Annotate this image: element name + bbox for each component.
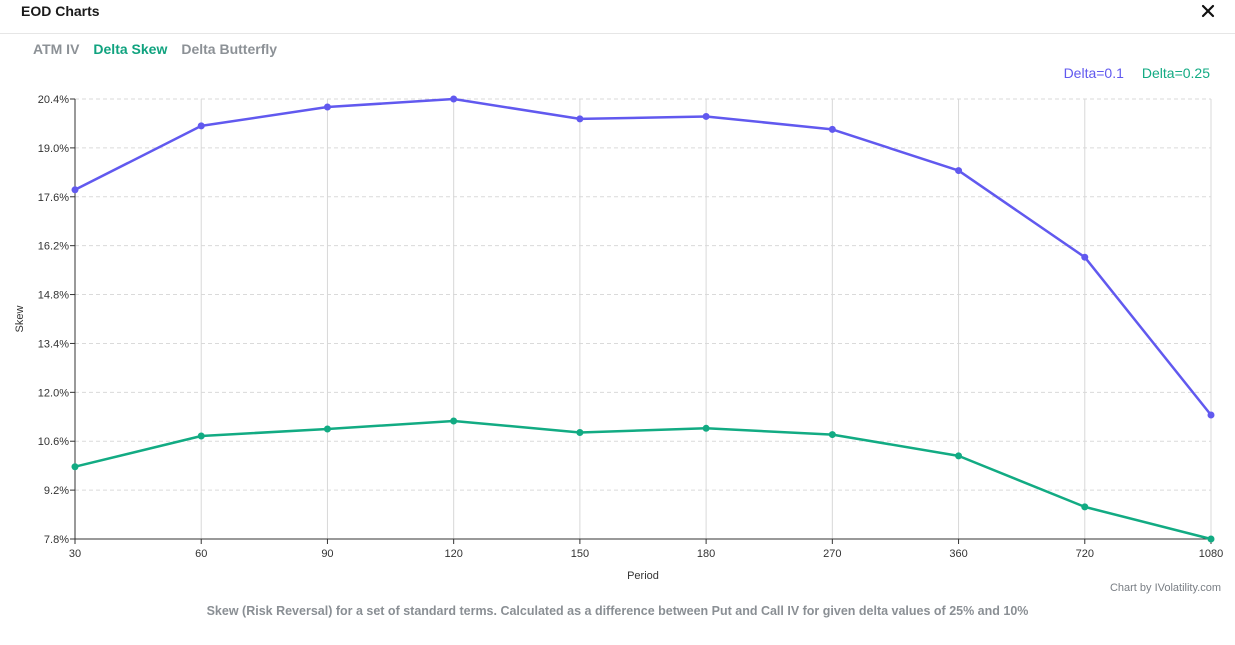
tab-atm-iv[interactable]: ATM IV — [33, 41, 80, 57]
y-tick-label: 14.8% — [38, 290, 69, 302]
data-point-delta-0-1 — [702, 112, 710, 120]
x-tick-label: 120 — [444, 548, 462, 560]
data-point-delta-0-25 — [1207, 535, 1215, 543]
dialog-header: EOD Charts — [0, 0, 1235, 34]
data-point-delta-0-1 — [828, 125, 836, 133]
x-tick-label: 30 — [69, 548, 81, 560]
y-tick-label: 19.0% — [38, 143, 69, 155]
data-point-delta-0-25 — [955, 452, 963, 460]
tab-delta-butterfly[interactable]: Delta Butterfly — [181, 41, 278, 57]
data-point-delta-0-1 — [450, 95, 458, 103]
data-point-delta-0-25 — [71, 463, 79, 471]
chart-legend: Delta=0.1 Delta=0.25 — [1064, 65, 1210, 81]
close-icon[interactable] — [1196, 1, 1220, 23]
data-point-delta-0-1 — [1207, 411, 1215, 419]
x-tick-label: 60 — [195, 548, 207, 560]
data-point-delta-0-1 — [197, 122, 205, 130]
legend-item-delta-0-1[interactable]: Delta=0.1 — [1063, 65, 1124, 81]
y-tick-label: 10.6% — [38, 436, 69, 448]
data-point-delta-0-25 — [1081, 503, 1089, 511]
y-tick-label: 9.2% — [44, 485, 69, 497]
x-tick-label: 150 — [571, 548, 589, 560]
x-tick-label: 1080 — [1199, 548, 1223, 560]
data-point-delta-0-1 — [955, 167, 963, 175]
tab-delta-skew[interactable]: Delta Skew — [93, 41, 168, 57]
y-tick-label: 13.4% — [38, 338, 69, 350]
y-tick-label: 17.6% — [38, 192, 69, 204]
data-point-delta-0-25 — [197, 432, 205, 440]
legend-item-delta-0-25[interactable]: Delta=0.25 — [1141, 65, 1210, 81]
y-tick-label: 16.2% — [38, 241, 69, 253]
data-point-delta-0-1 — [1081, 253, 1089, 261]
data-point-delta-0-25 — [828, 431, 836, 439]
data-point-delta-0-1 — [71, 186, 79, 194]
series-line-delta-0-1 — [74, 97, 1212, 416]
x-tick-label: 360 — [949, 548, 967, 560]
dialog-title: EOD Charts — [21, 3, 100, 19]
x-tick-label: 720 — [1076, 548, 1094, 560]
y-tick-label: 7.8% — [44, 534, 69, 546]
x-tick-label: 270 — [823, 548, 841, 560]
data-point-delta-0-25 — [702, 424, 710, 432]
chart-credit: Chart by IVolatility.com — [1109, 582, 1221, 594]
y-axis-label: Skew — [14, 305, 26, 332]
chart-tabs: ATM IV Delta Skew Delta Butterfly — [33, 41, 277, 61]
x-tick-label: 180 — [697, 548, 715, 560]
y-tick-label: 12.0% — [38, 387, 69, 399]
data-point-delta-0-1 — [323, 103, 331, 111]
data-point-delta-0-25 — [450, 417, 458, 425]
data-point-delta-0-25 — [323, 425, 331, 433]
chart-caption: Skew (Risk Reversal) for a set of standa… — [206, 604, 1029, 618]
skew-line-chart: 7.8% 9.2% 10.6% 12.0% 13.4% 14.8% 16.2% 17.6% 19… — [14, 94, 1223, 582]
data-point-delta-0-25 — [576, 428, 584, 436]
x-axis-label: Period — [627, 570, 659, 582]
data-point-delta-0-1 — [576, 115, 584, 123]
x-tick-label: 90 — [321, 548, 333, 560]
series-line-delta-0-25 — [74, 419, 1212, 541]
y-tick-label: 20.4% — [38, 94, 69, 106]
